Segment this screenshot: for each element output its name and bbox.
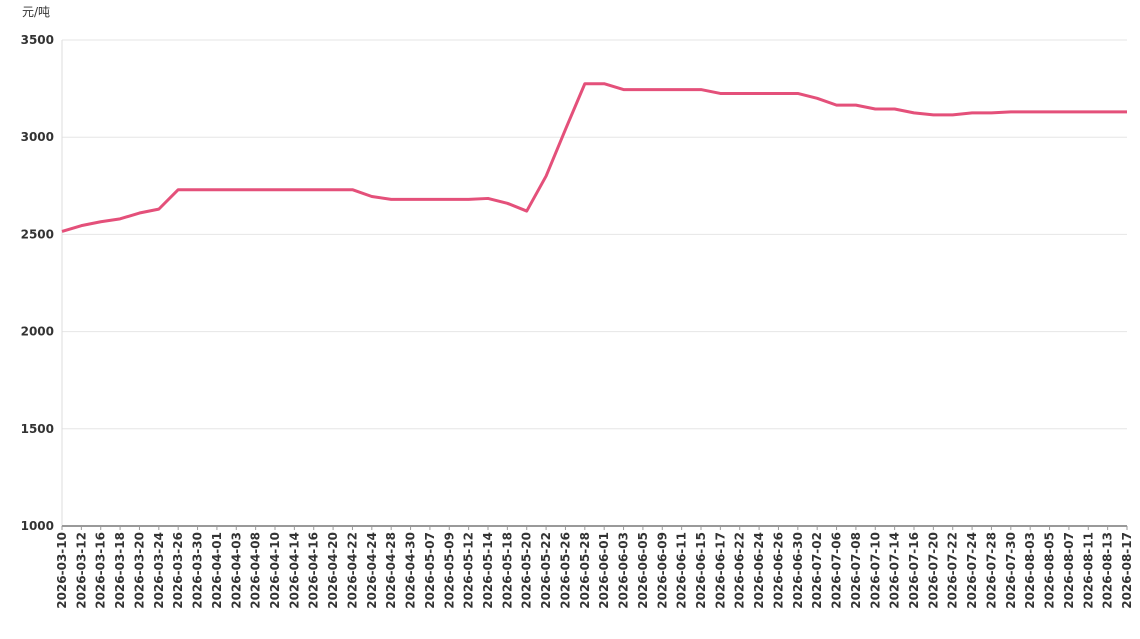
- x-tick-label: 2026-05-14: [481, 532, 495, 609]
- x-tick-label: 2026-04-24: [365, 532, 379, 609]
- x-tick-label: 2026-06-24: [752, 532, 766, 609]
- x-tick-label: 2026-05-28: [578, 532, 592, 609]
- x-tick-label: 2026-07-10: [868, 532, 882, 609]
- x-tick-label: 2026-07-22: [946, 532, 960, 609]
- x-tick-label: 2026-08-13: [1101, 532, 1115, 609]
- x-tick-label: 2026-07-08: [849, 532, 863, 609]
- x-tick-label: 2026-03-26: [171, 532, 185, 609]
- x-tick-label: 2026-04-20: [326, 532, 340, 609]
- y-unit: 元/吨: [22, 5, 50, 19]
- x-tick-label: 2026-04-16: [307, 532, 321, 609]
- y-tick-label: 3500: [21, 33, 54, 47]
- x-tick-label: 2026-07-28: [984, 532, 998, 609]
- x-tick-label: 2026-06-17: [713, 532, 727, 609]
- x-tick-label: 2026-08-05: [1043, 532, 1057, 609]
- x-tick-label: 2026-07-24: [965, 532, 979, 609]
- x-tick-label: 2026-03-16: [94, 532, 108, 609]
- x-tick-label: 2026-05-12: [462, 532, 476, 609]
- x-tick-label: 2026-04-14: [287, 532, 301, 609]
- x-tick-label: 2026-05-09: [442, 532, 456, 609]
- x-tick-label: 2026-04-03: [229, 532, 243, 609]
- y-tick-label: 1500: [21, 422, 54, 436]
- x-tick-label: 2026-07-16: [907, 532, 921, 609]
- x-tick-label: 2026-08-17: [1120, 532, 1134, 609]
- x-tick-label: 2026-03-30: [191, 532, 205, 609]
- line: [61, 82, 1127, 233]
- y-tick-label: 2500: [21, 227, 54, 241]
- x-tick-label: 2026-05-07: [423, 532, 437, 609]
- x-tick-label: 2026-07-30: [1004, 532, 1018, 609]
- x-tick-label: 2026-06-05: [636, 532, 650, 609]
- x-tick-label: 2026-08-03: [1023, 532, 1037, 609]
- y-tick-label: 3000: [21, 130, 54, 144]
- x-tick-label: 2026-07-02: [810, 532, 824, 609]
- x-tick-label: 2026-03-18: [113, 532, 127, 609]
- x-tick-label: 2026-04-30: [404, 532, 418, 609]
- x-tick-label: 2026-06-22: [733, 532, 747, 609]
- x-tick-label: 2026-03-24: [152, 532, 166, 609]
- x-tick-label: 2026-04-01: [210, 532, 224, 609]
- x-tick-label: 2026-05-20: [520, 532, 534, 609]
- x-tick-label: 2026-04-10: [268, 532, 282, 609]
- y-tick-label: 1000: [21, 519, 54, 533]
- x-tick-label: 2026-04-08: [249, 532, 263, 609]
- x-tick-label: 2026-06-03: [617, 532, 631, 609]
- x-tick-label: 2026-06-09: [655, 532, 669, 609]
- x-tick-label: 2026-06-15: [694, 532, 708, 609]
- x-tick-label: 2026-07-14: [888, 532, 902, 609]
- x-tick-label: 2026-08-11: [1081, 532, 1095, 609]
- x-tick-label: 2026-07-20: [926, 532, 940, 609]
- x-tick-label: 2026-03-10: [55, 532, 69, 609]
- x-tick-label: 2026-06-26: [771, 532, 785, 609]
- x-tick-label: 2026-06-30: [791, 532, 805, 609]
- x-tick-label: 2026-03-20: [132, 532, 146, 609]
- x-tick-label: 2026-05-22: [539, 532, 553, 609]
- x-tick-label: 2026-05-18: [500, 532, 514, 609]
- x-tick-label: 2026-07-06: [830, 532, 844, 609]
- x-tick-label: 2026-04-22: [345, 532, 359, 609]
- y-tick-label: 2000: [21, 325, 54, 339]
- x-tick-label: 2026-05-26: [558, 532, 572, 609]
- x-tick-label: 2026-06-11: [675, 532, 689, 609]
- x-tick-label: 2026-03-12: [74, 532, 88, 609]
- x-tick-label: 2026-08-07: [1062, 532, 1076, 609]
- x-tick-label: 2026-06-01: [597, 532, 611, 609]
- x-tick-label: 2026-04-28: [384, 532, 398, 609]
